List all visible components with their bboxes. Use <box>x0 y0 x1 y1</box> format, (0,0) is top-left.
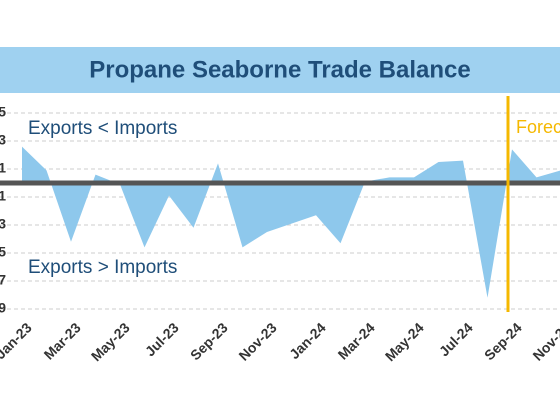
x-tick-label: Mar-23 <box>41 319 84 362</box>
y-tick-label: 1 <box>0 188 6 204</box>
title-banner <box>0 47 560 93</box>
x-tick-label: Nov-24 <box>529 319 560 363</box>
x-tick-label: Jan-24 <box>286 319 329 362</box>
y-tick-label: 1 <box>0 160 6 176</box>
x-tick-label: Sep-24 <box>481 319 525 363</box>
x-tick-label: Nov-23 <box>235 319 279 363</box>
forecast-label: Forecast <box>516 117 560 137</box>
annotation: Exports > Imports <box>28 257 177 278</box>
x-tick-label: May-24 <box>382 319 427 364</box>
y-tick-label: 3 <box>0 216 6 232</box>
y-tick-label: 3 <box>0 132 6 148</box>
annotation: Exports < Imports <box>28 118 177 139</box>
x-tick-label: Jul-24 <box>436 319 476 359</box>
y-tick-label: 5 <box>0 244 6 260</box>
x-tick-label: Jan-23 <box>0 319 35 362</box>
x-tick-label: Jul-23 <box>142 319 182 359</box>
y-tick-label: 7 <box>0 272 6 288</box>
chart-title: Propane Seaborne Trade Balance <box>89 56 470 83</box>
y-tick-label: 5 <box>0 104 6 120</box>
plot <box>0 146 560 298</box>
x-tick-label: Sep-23 <box>187 319 231 363</box>
x-tick-label: Mar-24 <box>335 319 378 362</box>
x-tick-label: May-23 <box>88 319 133 364</box>
y-tick-label: 9 <box>0 300 6 316</box>
